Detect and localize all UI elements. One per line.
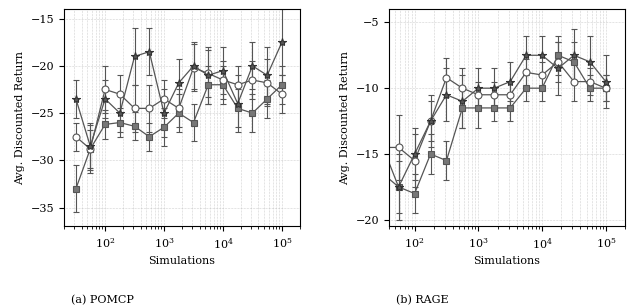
X-axis label: Simulations: Simulations bbox=[148, 256, 215, 266]
Text: (a) POMCP: (a) POMCP bbox=[71, 295, 134, 305]
X-axis label: Simulations: Simulations bbox=[474, 256, 541, 266]
Y-axis label: Avg. Discounted Return: Avg. Discounted Return bbox=[15, 51, 25, 185]
Text: (b) RAGE: (b) RAGE bbox=[396, 295, 449, 305]
Y-axis label: Avg. Discounted Return: Avg. Discounted Return bbox=[340, 51, 350, 185]
